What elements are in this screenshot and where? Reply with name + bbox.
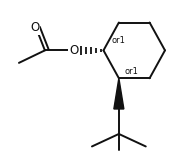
Text: or1: or1 — [125, 67, 139, 76]
Text: O: O — [30, 21, 39, 34]
Text: O: O — [69, 44, 78, 57]
Polygon shape — [114, 78, 124, 109]
Text: or1: or1 — [111, 36, 125, 45]
